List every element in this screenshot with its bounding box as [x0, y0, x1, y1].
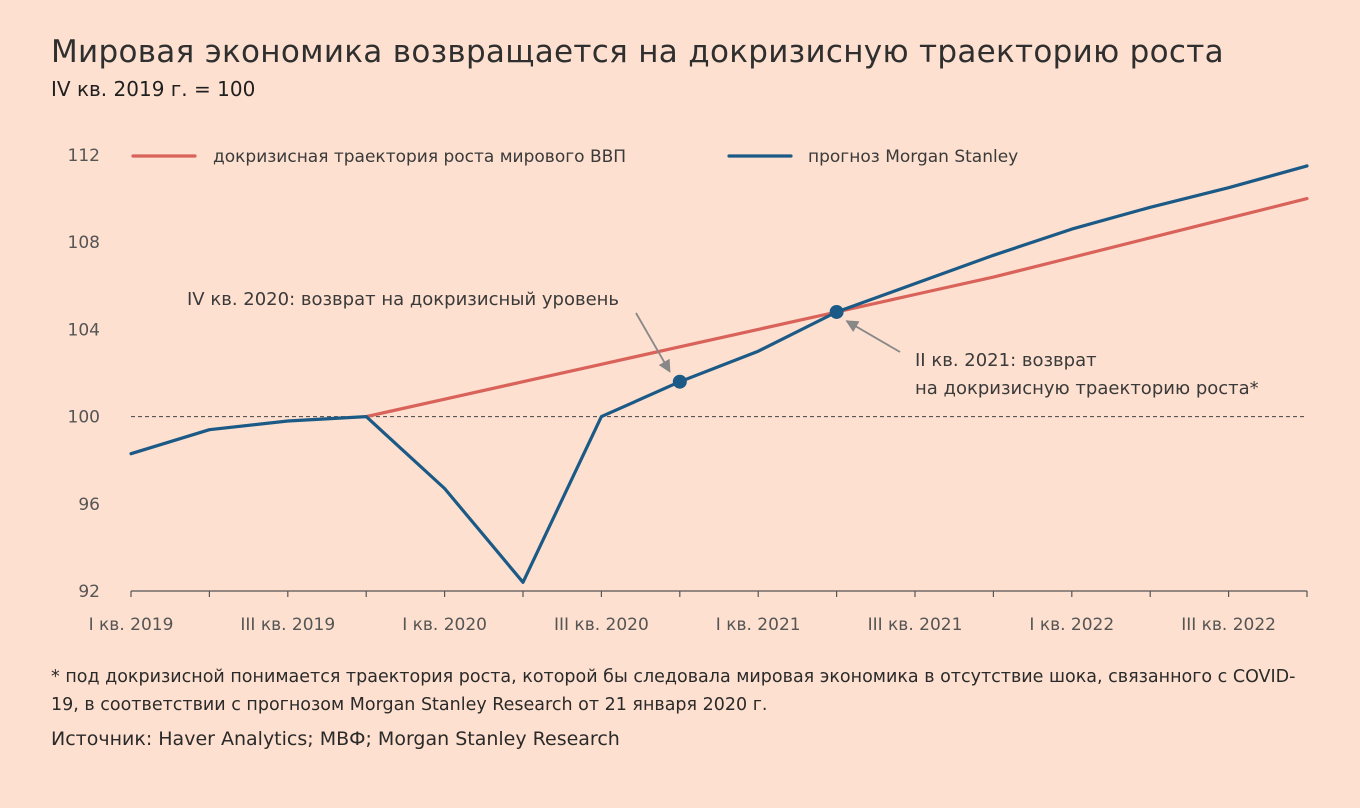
annotation-label: IV кв. 2020: возврат на докризисный уров… — [187, 289, 619, 310]
x-tick-label: III кв. 2020 — [554, 615, 649, 635]
x-tick-label: I кв. 2022 — [1029, 615, 1114, 635]
series-group — [129, 164, 1309, 584]
chart-subtitle: IV кв. 2019 г. = 100 — [51, 77, 256, 101]
source-note: Источник: Haver Analytics; МВФ; Morgan S… — [51, 728, 620, 750]
footnote: * под докризисной понимается траектория … — [51, 667, 1296, 715]
x-tick-label: III кв. 2021 — [868, 615, 963, 635]
axes-group: I кв. 2019 III кв. 2019 I кв. 2020 III кв. … — [68, 146, 1308, 635]
legend-label: прогноз Morgan Stanley — [808, 147, 1018, 167]
y-tick-label: 104 — [68, 320, 100, 340]
y-tick-label: 108 — [68, 233, 100, 253]
legend: докризисная траектория роста мирового ВВ… — [131, 147, 1018, 167]
annotation-label: II кв. 2021: возврат — [915, 350, 1097, 371]
x-tick-label: I кв. 2021 — [716, 615, 801, 635]
annotation-arrow — [635, 312, 671, 373]
chart-title: Мировая экономика возвращается на докриз… — [51, 34, 1224, 70]
legend-label: докризисная траектория роста мирового ВВ… — [213, 147, 626, 167]
highlight-point — [672, 374, 687, 389]
forecast-line — [129, 164, 1309, 584]
y-tick-label: 100 — [68, 408, 100, 428]
annotation-arrow — [845, 320, 901, 353]
y-tick-label: 96 — [78, 495, 100, 515]
y-tick-label: 92 — [78, 582, 100, 602]
x-tick-label: III кв. 2022 — [1181, 615, 1276, 635]
annotations-group: IV кв. 2020: возврат на докризисный уров… — [187, 289, 1259, 399]
x-tick-label: III кв. 2019 — [240, 615, 335, 635]
annotation-label: на докризисную траекторию роста* — [915, 378, 1259, 399]
x-tick-label: I кв. 2020 — [402, 615, 487, 635]
y-tick-label: 112 — [68, 146, 100, 166]
highlight-point — [829, 304, 844, 319]
x-tick-label: I кв. 2019 — [89, 615, 174, 635]
